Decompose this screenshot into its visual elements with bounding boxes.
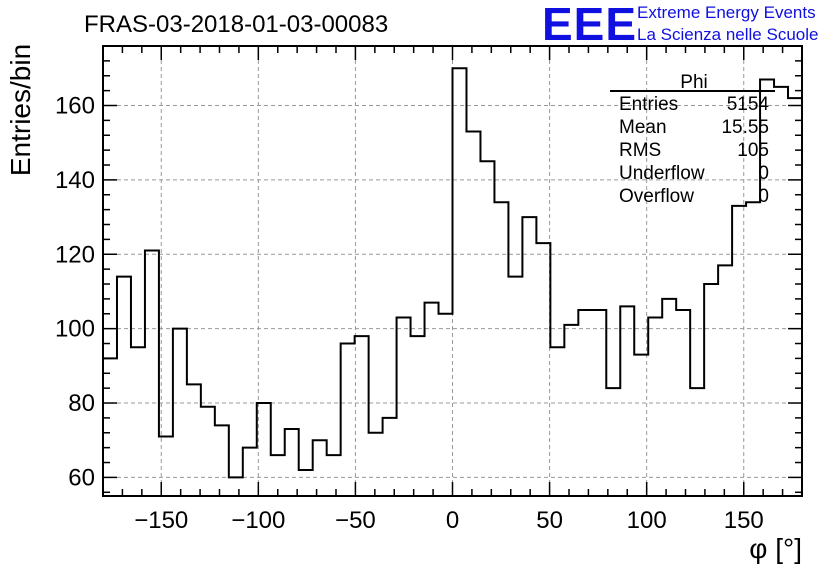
y-tick-label: 160 bbox=[55, 93, 95, 120]
histogram-step-line bbox=[103, 67, 802, 479]
x-axis-label: φ [°] bbox=[749, 533, 802, 564]
y-tick-label: 120 bbox=[55, 241, 95, 268]
y-axis-label: Entries/bin bbox=[5, 44, 36, 176]
y-tick-label: 60 bbox=[68, 464, 95, 491]
y-tick-label: 140 bbox=[55, 167, 95, 194]
logo-line-2: La Scienza nelle Scuole bbox=[637, 25, 818, 44]
stats-row-label: Entries bbox=[619, 94, 678, 115]
x-tick-label: −150 bbox=[134, 507, 188, 534]
stats-row-value: 105 bbox=[737, 140, 769, 161]
x-tick-label: 0 bbox=[446, 507, 459, 534]
stats-row-value: 15.55 bbox=[721, 117, 769, 138]
stats-row-label: Mean bbox=[619, 117, 667, 138]
chart-title: FRAS-03-2018-01-03-00083 bbox=[84, 11, 388, 38]
axes bbox=[102, 45, 803, 497]
stats-row-value: 5154 bbox=[727, 94, 770, 115]
stats-row-label: RMS bbox=[619, 140, 661, 161]
x-tick-label: 100 bbox=[627, 507, 667, 534]
stats-row-label: Overflow bbox=[619, 186, 694, 207]
stats-row-value: 0 bbox=[758, 186, 769, 207]
logo-line-1: Extreme Energy Events bbox=[637, 3, 816, 22]
x-tick-label: 150 bbox=[724, 507, 764, 534]
histogram-series bbox=[103, 67, 802, 479]
stats-box: Phi Entries 5154 Mean 15.55 RMS 105 Underflow 0… bbox=[610, 72, 775, 207]
y-tick-label: 100 bbox=[55, 316, 95, 343]
stats-box-title: Phi bbox=[680, 72, 707, 93]
stats-row-label: Underflow bbox=[619, 163, 705, 184]
tick-labels: −150 −100 −50 0 50 100 150 60 80 100 120 140 160 bbox=[55, 93, 764, 534]
x-tick-label: −50 bbox=[335, 507, 376, 534]
stats-row-value: 0 bbox=[758, 163, 769, 184]
x-tick-label: 50 bbox=[536, 507, 563, 534]
x-tick-label: −100 bbox=[231, 507, 285, 534]
y-tick-label: 80 bbox=[68, 390, 95, 417]
eee-logo: EEE bbox=[542, 0, 637, 50]
